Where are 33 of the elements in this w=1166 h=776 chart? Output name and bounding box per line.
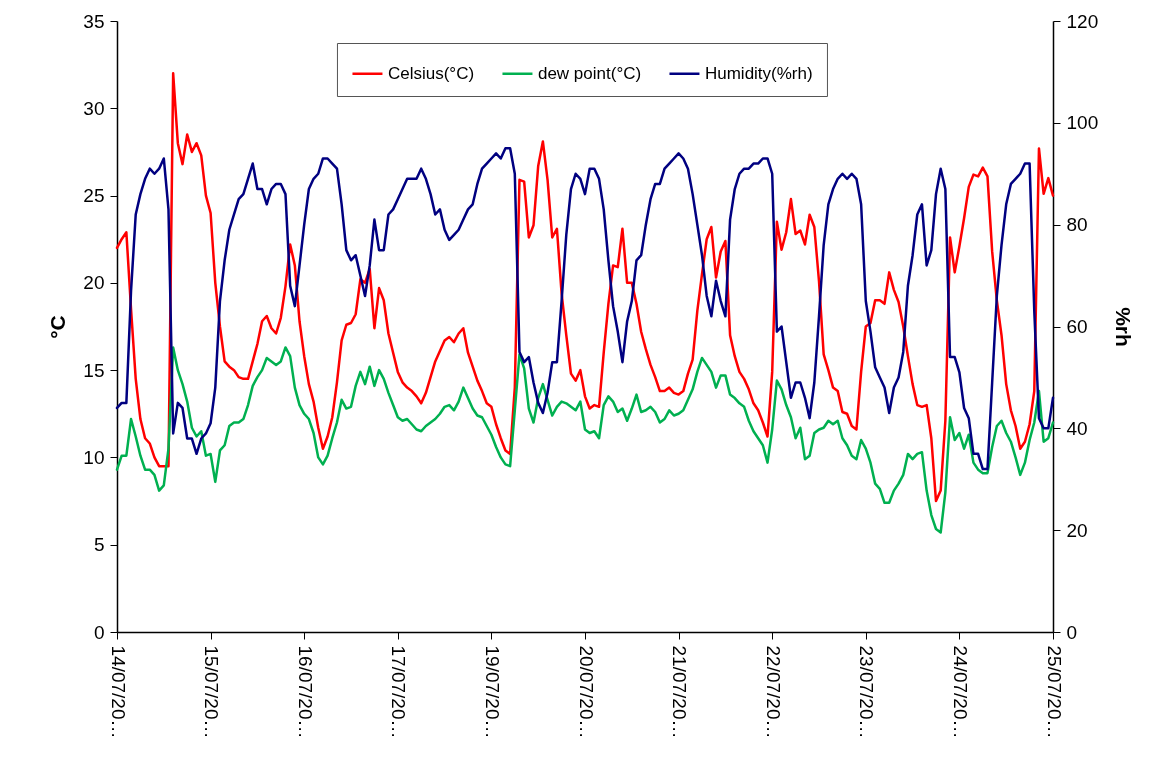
y2-tick-label: 0 [1066, 621, 1078, 643]
y-axis-title: °C [46, 315, 70, 339]
x-tick-label: 24/07/20… [949, 645, 971, 739]
line-series [115, 147, 1055, 471]
x-tick-label: 22/07/20… [762, 645, 784, 739]
x-tick-label: 21/07/20… [669, 645, 691, 739]
y2-tick-label: 40 [1066, 417, 1088, 439]
x-tick-label: 23/07/20… [856, 645, 878, 739]
y2-tick-label: 80 [1066, 214, 1088, 236]
x-tick-label: 19/07/20… [481, 645, 503, 739]
legend-label: Celsius(°C) [387, 63, 475, 83]
y-tick-label: 35 [83, 10, 105, 32]
y-tick-label: 10 [83, 446, 105, 468]
legend-label: Humidity(%rh) [704, 63, 813, 83]
y-tick-label: 25 [83, 185, 105, 207]
x-tick-label: 14/07/20… [107, 645, 129, 739]
y2-tick-label: 60 [1066, 316, 1088, 337]
y2-tick-label: 120 [1066, 10, 1099, 32]
x-tick-label: 25/07/20… [1043, 645, 1065, 739]
legend-label: dew point(°C) [537, 63, 642, 83]
line-series [115, 346, 1055, 534]
x-tick-label: 15/07/20… [201, 645, 223, 739]
x-tick-label: 20/07/20… [575, 645, 597, 739]
x-tick-label: 16/07/20… [294, 645, 316, 739]
y-tick-label: 5 [93, 534, 105, 556]
y-tick-label: 15 [83, 359, 105, 381]
x-tick-label: 17/07/20… [388, 645, 410, 739]
y2-tick-label: 100 [1066, 112, 1099, 134]
y-tick-label: 20 [83, 272, 105, 294]
y2-axis-title: %rh [1112, 307, 1136, 347]
y-tick-label: 0 [93, 621, 105, 643]
y-tick-label: 30 [83, 97, 105, 119]
y2-tick-label: 20 [1066, 519, 1088, 541]
